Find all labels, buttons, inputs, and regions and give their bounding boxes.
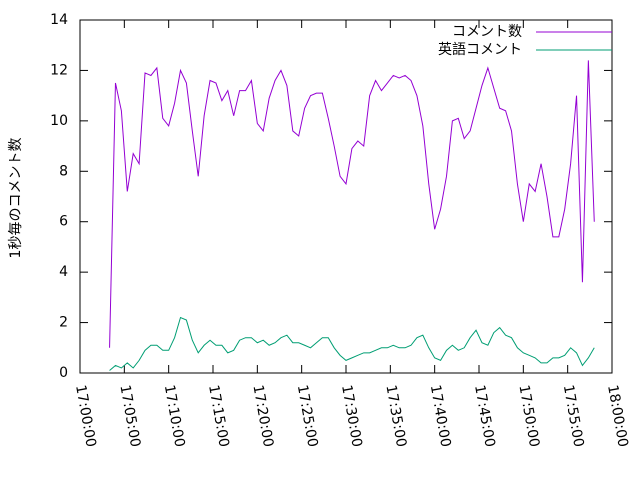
x-tick-label: 17:45:00: [471, 384, 498, 449]
x-tick-label: 17:05:00: [116, 384, 143, 449]
x-tick-label: 17:35:00: [382, 384, 409, 449]
y-tick-label: 12: [50, 62, 68, 78]
x-tick-label: 17:50:00: [515, 384, 542, 449]
y-axis-label: 1秒毎のコメント数: [8, 138, 24, 259]
x-tick-label: 17:10:00: [161, 384, 188, 449]
x-tick-label: 18:00:00: [604, 384, 631, 449]
x-tick-label: 17:00:00: [72, 384, 99, 449]
plot-border: [79, 19, 613, 374]
x-tick-label: 17:40:00: [427, 384, 454, 449]
x-tick-label: 17:55:00: [560, 384, 587, 449]
x-tick-label: 17:30:00: [338, 384, 365, 449]
x-tick-label: 17:20:00: [249, 384, 276, 449]
legend-label: コメント数: [452, 24, 522, 40]
x-tick-label: 17:15:00: [205, 384, 232, 449]
y-tick-label: 2: [59, 315, 68, 331]
series-line: [109, 60, 595, 348]
y-tick-label: 0: [59, 365, 68, 381]
y-tick-label: 10: [50, 113, 68, 129]
y-tick-label: 6: [59, 214, 68, 230]
series-line: [109, 316, 595, 371]
x-tick-label: 17:25:00: [294, 384, 321, 449]
y-tick-label: 4: [59, 264, 68, 280]
y-tick-label: 14: [50, 12, 68, 28]
legend-label: 英語コメント: [438, 41, 522, 58]
y-tick-label: 8: [59, 163, 68, 179]
